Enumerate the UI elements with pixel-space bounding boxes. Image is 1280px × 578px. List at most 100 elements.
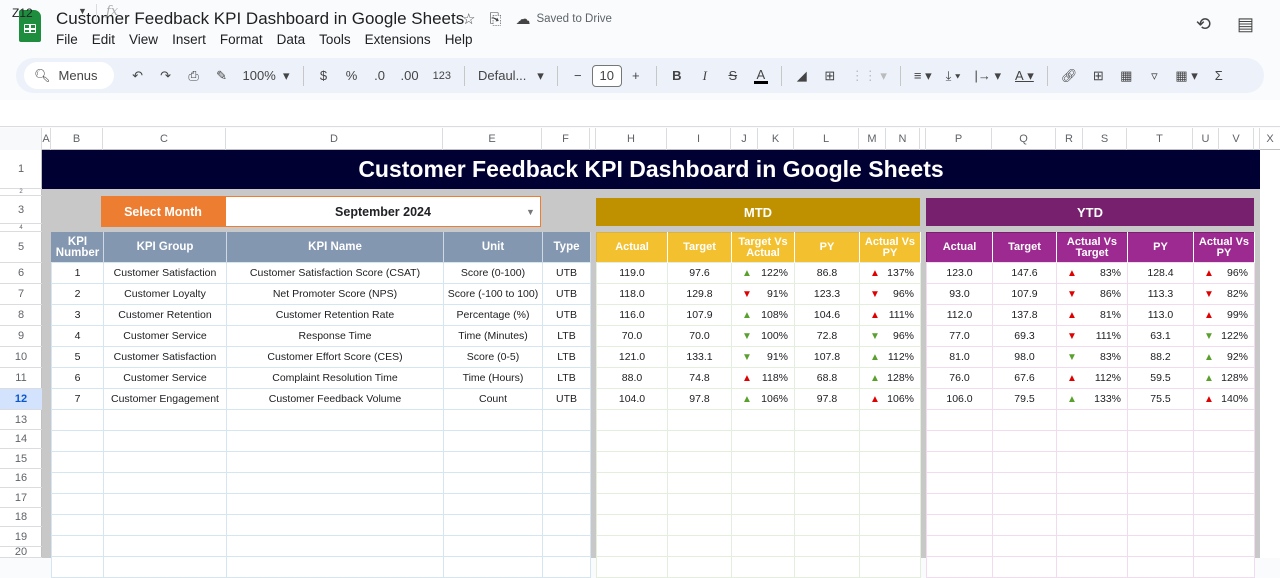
empty-cell[interactable] [794, 556, 860, 578]
empty-cell[interactable] [1056, 493, 1128, 515]
empty-cell[interactable] [542, 451, 591, 473]
empty-cell[interactable] [103, 493, 227, 515]
row-header[interactable]: 17 [0, 488, 42, 508]
empty-cell[interactable] [596, 493, 668, 515]
column-header-w[interactable] [1254, 128, 1260, 150]
paint-format-icon[interactable]: ✎ [216, 67, 227, 83]
mtd-actual[interactable]: 104.0 [596, 388, 668, 410]
mtd-actual[interactable]: 119.0 [596, 262, 668, 284]
mtd-actual[interactable]: 121.0 [596, 346, 668, 368]
empty-cell[interactable] [51, 472, 104, 494]
mtd-avp-cell[interactable]: ▲ 112% [859, 346, 921, 368]
comments-icon[interactable]: ▤ [1236, 14, 1254, 34]
functions-button[interactable]: Σ [1214, 68, 1223, 83]
empty-cell[interactable] [1127, 493, 1194, 515]
menu-tools[interactable]: Tools [319, 32, 351, 47]
ytd-avp-cell[interactable]: ▼ 122% [1193, 325, 1255, 347]
kpi-type[interactable]: UTB [542, 388, 591, 410]
menu-edit[interactable]: Edit [91, 32, 116, 47]
name-box[interactable]: Z12 [12, 6, 33, 20]
mtd-target[interactable]: 97.8 [667, 388, 732, 410]
empty-cell[interactable] [926, 514, 993, 536]
empty-cell[interactable] [1193, 493, 1255, 515]
empty-cell[interactable] [794, 514, 860, 536]
empty-cell[interactable] [1193, 430, 1255, 452]
mtd-avp-cell[interactable]: ▼ 96% [859, 283, 921, 305]
empty-cell[interactable] [542, 472, 591, 494]
empty-cell[interactable] [443, 409, 543, 431]
kpi-number[interactable]: 1 [51, 262, 104, 284]
empty-cell[interactable] [596, 409, 668, 431]
kpi-name[interactable]: Customer Satisfaction Score (CSAT) [226, 262, 444, 284]
empty-cell[interactable] [596, 514, 668, 536]
ytd-avt-cell[interactable]: ▲ 83% [1056, 262, 1128, 284]
move-folder-icon[interactable]: ⎘ [489, 10, 502, 28]
empty-cell[interactable] [731, 430, 795, 452]
column-header-a[interactable]: A [42, 128, 51, 150]
empty-cell[interactable] [542, 409, 591, 431]
fill-color-icon[interactable]: ◢ [796, 67, 807, 83]
empty-cell[interactable] [1056, 430, 1128, 452]
kpi-type[interactable]: UTB [542, 262, 591, 284]
kpi-group[interactable]: Customer Satisfaction [103, 262, 227, 284]
kpi-unit[interactable]: Score (-100 to 100) [443, 283, 543, 305]
more-formats-button[interactable]: 123 [432, 69, 451, 82]
empty-cell[interactable] [542, 514, 591, 536]
decrease-font-size-button[interactable]: − [573, 68, 582, 83]
empty-cell[interactable] [542, 493, 591, 515]
column-header-c[interactable]: C [103, 128, 226, 150]
kpi-type[interactable]: LTB [542, 346, 591, 368]
percent-format-button[interactable]: % [345, 68, 358, 83]
mtd-py[interactable]: 123.3 [794, 283, 860, 305]
column-header-o[interactable] [920, 128, 926, 150]
empty-cell[interactable] [667, 451, 732, 473]
ytd-target[interactable]: 67.6 [992, 367, 1057, 389]
empty-cell[interactable] [859, 409, 921, 431]
print-icon[interactable]: ⎙ [188, 67, 199, 83]
mtd-target[interactable]: 133.1 [667, 346, 732, 368]
kpi-unit[interactable]: Score (0-100) [443, 262, 543, 284]
currency-format-button[interactable]: $ [319, 68, 328, 83]
empty-cell[interactable] [443, 472, 543, 494]
cloud-saved-icon[interactable]: ☁ [515, 11, 531, 28]
mtd-tva-cell[interactable]: ▼ 91% [731, 283, 795, 305]
empty-cell[interactable] [859, 451, 921, 473]
kpi-group[interactable]: Customer Service [103, 367, 227, 389]
empty-cell[interactable] [926, 472, 993, 494]
menu-data[interactable]: Data [276, 32, 306, 47]
column-header-s[interactable]: S [1083, 128, 1127, 150]
empty-cell[interactable] [1193, 556, 1255, 578]
menu-file[interactable]: File [56, 32, 78, 47]
empty-cell[interactable] [926, 430, 993, 452]
ytd-py[interactable]: 113.0 [1127, 304, 1194, 326]
mtd-tva-cell[interactable]: ▼ 91% [731, 346, 795, 368]
empty-cell[interactable] [51, 430, 104, 452]
empty-cell[interactable] [667, 514, 732, 536]
empty-cell[interactable] [794, 535, 860, 557]
ytd-target[interactable]: 147.6 [992, 262, 1057, 284]
mtd-target[interactable]: 97.6 [667, 262, 732, 284]
month-dropdown[interactable]: September 2024 [225, 196, 541, 227]
horizontal-align-icon[interactable]: ≡ ▾ [913, 67, 932, 83]
kpi-unit[interactable]: Count [443, 388, 543, 410]
text-rotation-icon[interactable]: A ▾ [1015, 67, 1034, 83]
mtd-actual[interactable]: 70.0 [596, 325, 668, 347]
kpi-unit[interactable]: Time (Hours) [443, 367, 543, 389]
column-header-f[interactable]: F [542, 128, 590, 150]
row-header[interactable]: 5 [0, 232, 42, 263]
empty-cell[interactable] [596, 556, 668, 578]
empty-cell[interactable] [103, 556, 227, 578]
sheets-logo-icon[interactable] [19, 10, 41, 42]
empty-cell[interactable] [1127, 409, 1194, 431]
kpi-group[interactable]: Customer Retention [103, 304, 227, 326]
mtd-py[interactable]: 104.6 [794, 304, 860, 326]
borders-icon[interactable]: ⊞ [824, 67, 836, 83]
empty-cell[interactable] [1193, 451, 1255, 473]
row-header-selected[interactable]: 12 [0, 389, 42, 410]
menu-extensions[interactable]: Extensions [364, 32, 431, 47]
decrease-decimal-button[interactable]: .0 [374, 68, 385, 83]
kpi-unit[interactable]: Percentage (%) [443, 304, 543, 326]
mtd-avp-cell[interactable]: ▼ 96% [859, 325, 921, 347]
increase-font-size-button[interactable]: + [631, 68, 640, 83]
row-header[interactable]: 11 [0, 368, 42, 389]
